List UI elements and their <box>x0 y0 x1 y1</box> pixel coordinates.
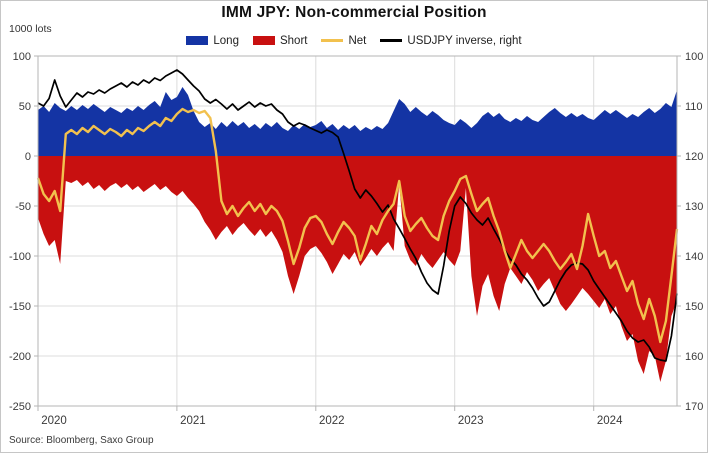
left-axis-tick-label: -250 <box>9 401 31 413</box>
right-axis-tick-label: 120 <box>685 151 703 163</box>
left-axis-tick-label: -150 <box>9 301 31 313</box>
plot-frame <box>37 55 678 407</box>
legend-item-usdjpy[interactable]: USDJPY inverse, right <box>380 34 522 47</box>
legend-swatch <box>252 36 275 45</box>
right-axis-tick-label: 130 <box>685 201 703 213</box>
legend: Long Short Net USDJPY inverse, right <box>1 32 707 49</box>
x-axis-tick-label: 2022 <box>319 415 345 427</box>
legend-label: Net <box>348 34 367 47</box>
legend-label: USDJPY inverse, right <box>407 34 522 47</box>
series-line-usdjpy-inverse <box>37 69 678 362</box>
left-axis-tick-label: -200 <box>9 351 31 363</box>
x-axis-tick-label: 2023 <box>458 415 484 427</box>
series-line-net <box>36 107 679 344</box>
legend-item-long[interactable]: Long <box>186 35 239 47</box>
right-axis-tick-label: 140 <box>685 251 703 263</box>
right-axis-tick-label: 150 <box>685 301 703 313</box>
series-area-short <box>38 156 677 382</box>
source-label: Source: Bloomberg, Saxo Group <box>9 435 154 446</box>
units-label: 1000 lots <box>9 23 52 35</box>
chart-title: IMM JPY: Non-commercial Position <box>221 4 487 21</box>
left-axis-tick-label: 0 <box>25 151 31 163</box>
x-axis-tick-label: 2020 <box>41 415 67 427</box>
series-area-long <box>38 87 677 156</box>
x-axis-tick-label: 2021 <box>180 415 206 427</box>
legend-swatch <box>321 39 344 42</box>
legend-swatch <box>186 36 209 45</box>
left-axis-tick-label: 50 <box>19 101 31 113</box>
right-axis-tick-label: 160 <box>685 351 703 363</box>
legend-item-short[interactable]: Short <box>252 34 308 47</box>
left-axis-tick-label: 100 <box>13 51 31 63</box>
left-axis-tick-label: -50 <box>15 201 31 213</box>
legend-item-net[interactable]: Net <box>321 35 366 47</box>
legend-label: Long <box>213 34 239 47</box>
right-axis-tick-label: 170 <box>685 401 703 413</box>
right-axis-tick-label: 100 <box>685 51 703 63</box>
right-axis-tick-label: 110 <box>685 101 703 113</box>
x-axis-tick-label: 2024 <box>597 415 623 427</box>
left-axis-tick-label: -100 <box>9 251 31 263</box>
legend-swatch <box>380 39 403 42</box>
legend-label: Short <box>279 34 308 47</box>
